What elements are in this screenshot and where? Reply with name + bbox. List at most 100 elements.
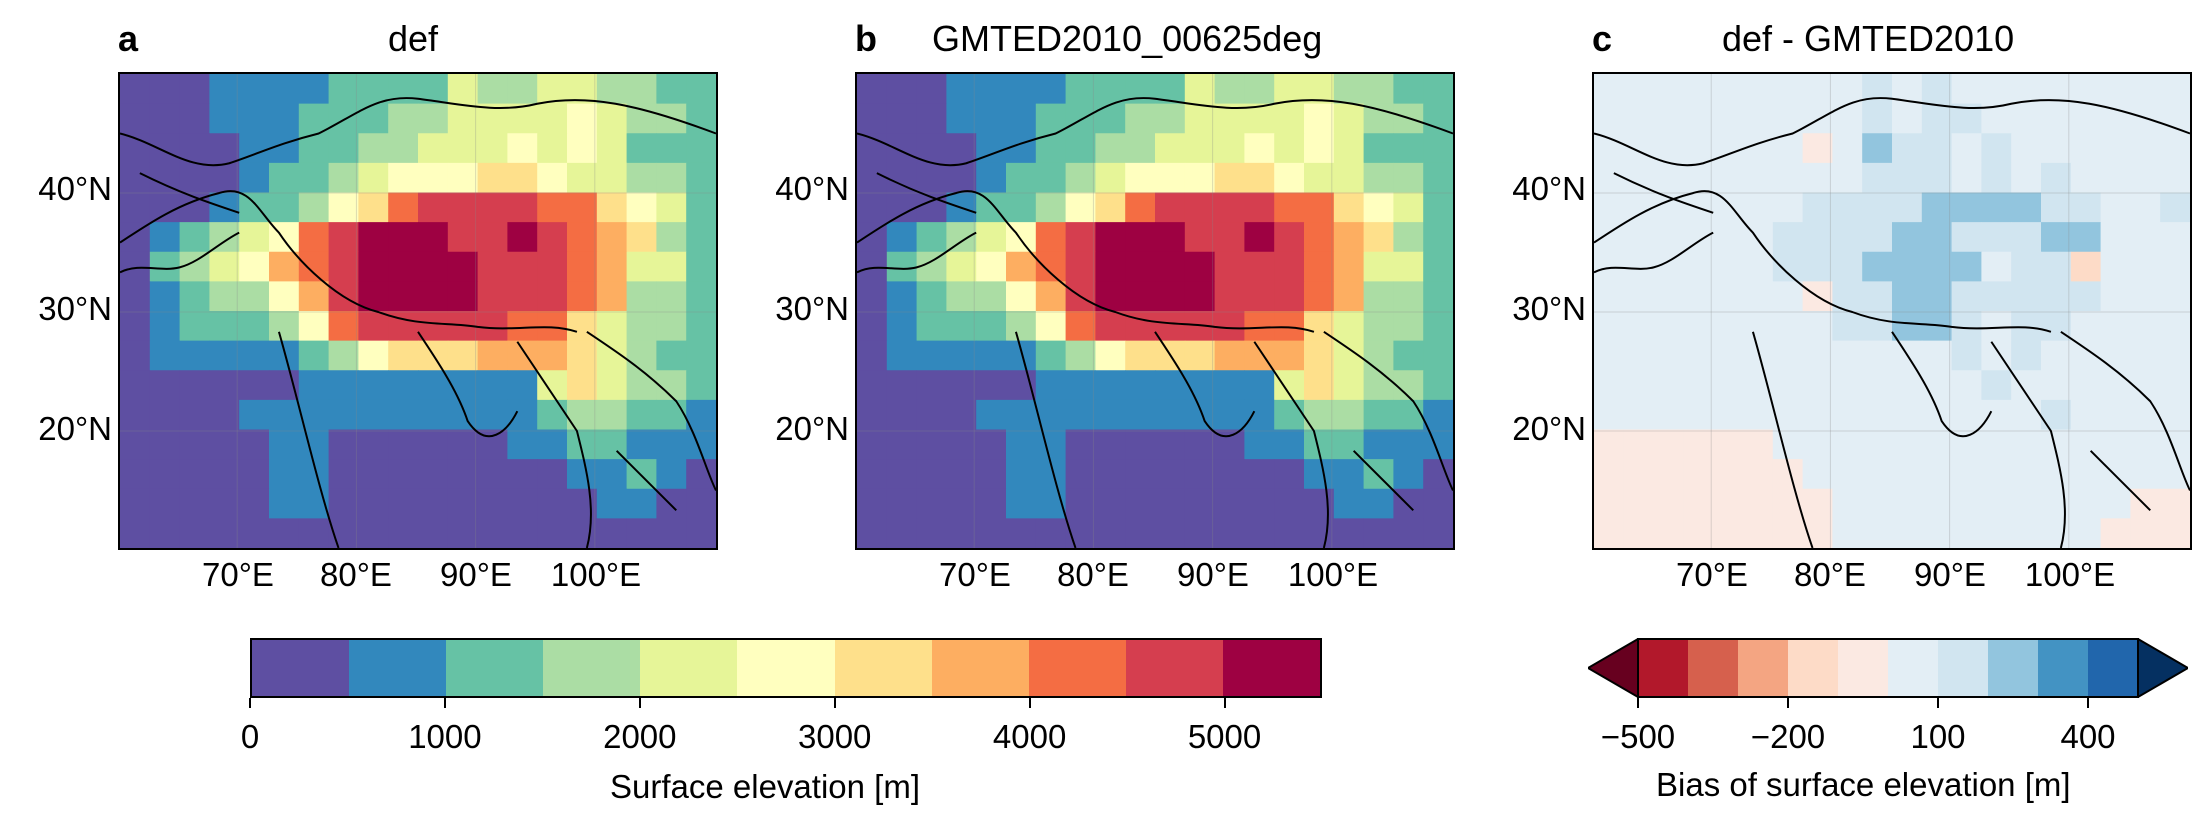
grid-cell <box>1155 162 1186 193</box>
grid-cell <box>149 370 181 401</box>
grid-cell <box>656 518 687 548</box>
country-border <box>1751 331 1814 548</box>
grid-cell <box>120 74 151 105</box>
grid-cell <box>567 103 598 134</box>
grid-cell <box>2041 103 2072 134</box>
grid-cell <box>447 103 479 134</box>
grid-cell <box>149 518 181 548</box>
grid-cell <box>1065 399 1096 430</box>
grid-cell <box>2070 251 2102 282</box>
grid-cell <box>477 251 508 282</box>
grid-cell <box>886 340 918 371</box>
country-border <box>1594 231 1714 274</box>
grid-cell <box>626 281 657 312</box>
grid-cell <box>976 311 1007 342</box>
grid-cell <box>537 518 568 548</box>
grid-cell <box>149 340 181 371</box>
grid-cell <box>886 133 918 164</box>
grid-cell <box>1244 281 1275 312</box>
grid-cell <box>1095 103 1126 134</box>
grid-cell <box>418 281 449 312</box>
grid-cell <box>358 399 389 430</box>
grid-cell <box>179 518 210 548</box>
grid-cell <box>179 74 210 105</box>
grid-cell <box>976 459 1007 490</box>
grid-cell <box>1333 399 1365 430</box>
grid-cell <box>1981 103 2012 134</box>
grid-cell <box>477 133 508 164</box>
grid-cell <box>1981 222 2012 253</box>
grid-cell <box>209 281 240 312</box>
grid-cell <box>1921 133 1953 164</box>
grid-cell <box>1363 251 1394 282</box>
grid-cell <box>2160 459 2190 490</box>
grid-cell <box>1184 399 1216 430</box>
grid-cell <box>1155 192 1186 223</box>
grid-cell <box>1892 281 1923 312</box>
grid-cell <box>1862 518 1893 548</box>
grid-cell <box>328 488 359 519</box>
grid-cell <box>1713 103 1744 134</box>
grid-cell <box>1921 162 1953 193</box>
grid-cell <box>626 133 657 164</box>
grid-cell <box>1921 429 1953 460</box>
grid-cell <box>2100 103 2131 134</box>
grid-cell <box>1981 488 2012 519</box>
grid-cell <box>1155 399 1186 430</box>
grid-cell <box>1892 133 1923 164</box>
grid-cell <box>626 103 657 134</box>
colorbar-extend-low <box>1588 638 1639 698</box>
grid-cell <box>1623 488 1655 519</box>
grid-cell <box>596 133 628 164</box>
grid-cell <box>2070 192 2102 223</box>
grid-cell <box>946 518 977 548</box>
grid-cell <box>1095 222 1126 253</box>
grid-cell <box>358 103 389 134</box>
colorbar-swatch <box>543 640 641 696</box>
grid-cell <box>2160 370 2190 401</box>
grid-cell <box>1772 311 1804 342</box>
grid-cell <box>507 281 538 312</box>
grid-cell <box>1125 222 1156 253</box>
grid-cell <box>537 133 568 164</box>
grid-cell <box>857 340 888 371</box>
grid-cell <box>1304 488 1335 519</box>
grid-cell <box>1393 459 1424 490</box>
grid-cell <box>1274 222 1305 253</box>
grid-cell <box>1304 222 1335 253</box>
grid-cell <box>656 192 687 223</box>
grid-cell <box>1802 133 1833 164</box>
grid-cell <box>239 429 270 460</box>
grid-cell <box>1184 74 1216 105</box>
grid-cell <box>857 162 888 193</box>
grid-cell <box>1363 399 1394 430</box>
grid-cell <box>1713 222 1744 253</box>
grid-cell <box>976 488 1007 519</box>
grid-cell <box>1244 251 1275 282</box>
colorbar-swatch <box>2088 639 2139 697</box>
grid-cell <box>1743 399 1774 430</box>
grid-cell <box>1304 459 1335 490</box>
grid-cell <box>1832 488 1863 519</box>
grid-cell <box>1244 192 1275 223</box>
colorbar-swatch <box>1738 639 1789 697</box>
grid-cell <box>1184 459 1216 490</box>
grid-cell <box>1772 103 1804 134</box>
grid-cell <box>886 281 918 312</box>
grid-cell <box>1623 370 1655 401</box>
grid-cell <box>1594 399 1625 430</box>
grid-cell <box>1653 429 1684 460</box>
grid-cell <box>1125 133 1156 164</box>
grid-cell <box>1921 399 1953 430</box>
grid-cell <box>1274 192 1305 223</box>
grid-cell <box>358 429 389 460</box>
grid-cell <box>1683 251 1714 282</box>
grid-cell <box>477 74 508 105</box>
grid-cell <box>1423 311 1453 342</box>
grid-cell <box>1623 518 1655 548</box>
grid-cell <box>1921 488 1953 519</box>
grid-cell <box>1125 340 1156 371</box>
grid-cell <box>596 192 628 223</box>
grid-cell <box>1214 192 1245 223</box>
grid-cell <box>1951 311 1982 342</box>
